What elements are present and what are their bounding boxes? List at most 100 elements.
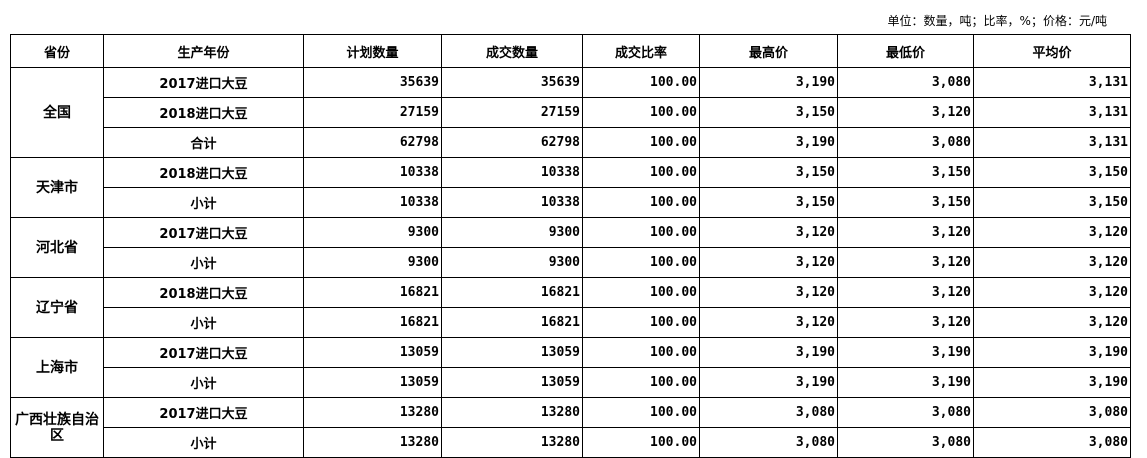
value-cell: 3,150 — [699, 97, 838, 128]
value-cell: 16821 — [441, 307, 583, 338]
column-header: 最低价 — [837, 34, 974, 68]
value-cell: 100.00 — [582, 277, 700, 308]
value-cell: 100.00 — [582, 67, 700, 98]
value-cell: 10338 — [303, 187, 442, 218]
value-cell: 3,120 — [699, 277, 838, 308]
value-cell: 3,120 — [837, 307, 974, 338]
value-cell: 3,080 — [837, 67, 974, 98]
production-year-cell: 2017进口大豆 — [103, 337, 304, 368]
value-cell: 3,150 — [837, 157, 974, 188]
value-cell: 3,080 — [699, 427, 838, 458]
value-cell: 3,120 — [837, 97, 974, 128]
production-year-cell: 小计 — [103, 427, 304, 458]
value-cell: 10338 — [441, 157, 583, 188]
value-cell: 16821 — [303, 307, 442, 338]
value-cell: 35639 — [303, 67, 442, 98]
province-cell: 辽宁省 — [10, 277, 104, 338]
table-row: 小计 16821 16821 100.00 3,120 3,120 3,120 — [11, 307, 1131, 338]
value-cell: 3,190 — [699, 337, 838, 368]
value-cell: 3,120 — [699, 217, 838, 248]
value-cell: 100.00 — [582, 307, 700, 338]
production-year-cell: 2018进口大豆 — [103, 97, 304, 128]
value-cell: 16821 — [303, 277, 442, 308]
value-cell: 9300 — [441, 247, 583, 278]
value-cell: 3,150 — [837, 187, 974, 218]
value-cell: 3,190 — [837, 337, 974, 368]
value-cell: 3,080 — [973, 397, 1131, 428]
value-cell: 3,150 — [699, 157, 838, 188]
value-cell: 3,120 — [973, 247, 1131, 278]
production-year-cell: 2018进口大豆 — [103, 277, 304, 308]
value-cell: 3,120 — [837, 217, 974, 248]
production-year-cell: 小计 — [103, 307, 304, 338]
production-year-cell: 2017进口大豆 — [103, 67, 304, 98]
table-row: 河北省 2017进口大豆 9300 9300 100.00 3,120 3,120 3,120 — [10, 217, 1131, 278]
value-cell: 100.00 — [582, 247, 700, 278]
column-header: 计划数量 — [303, 34, 442, 68]
value-cell: 3,080 — [837, 127, 974, 158]
production-year-cell: 合计 — [103, 127, 304, 158]
province-cell: 广西壮族自治区 — [10, 397, 104, 458]
value-cell: 100.00 — [582, 397, 700, 428]
value-cell: 100.00 — [582, 337, 700, 368]
production-year-cell: 小计 — [103, 187, 304, 218]
table-row: 小计 10338 10338 100.00 3,150 3,150 3,150 — [11, 187, 1131, 218]
value-cell: 100.00 — [582, 367, 700, 398]
column-header: 生产年份 — [103, 34, 304, 68]
value-cell: 13280 — [441, 397, 583, 428]
table-row: 广西壮族自治区 2017进口大豆 13280 13280 100.00 3,080 3,08… — [10, 397, 1131, 458]
value-cell: 3,131 — [973, 97, 1131, 128]
value-cell: 100.00 — [582, 97, 700, 128]
value-cell: 27159 — [441, 97, 583, 128]
value-cell: 9300 — [303, 217, 442, 248]
table-row: 天津市 2018进口大豆 10338 10338 100.00 3,150 3,150 3,1… — [10, 157, 1131, 218]
value-cell: 3,190 — [699, 127, 838, 158]
value-cell: 3,190 — [699, 67, 838, 98]
value-cell: 35639 — [441, 67, 583, 98]
value-cell: 3,080 — [699, 397, 838, 428]
value-cell: 9300 — [303, 247, 442, 278]
production-year-cell: 2017进口大豆 — [103, 397, 304, 428]
province-cell: 河北省 — [10, 217, 104, 278]
value-cell: 100.00 — [582, 157, 700, 188]
value-cell: 100.00 — [582, 187, 700, 218]
value-cell: 10338 — [441, 187, 583, 218]
value-cell: 3,150 — [699, 187, 838, 218]
table-row: 全国 2017进口大豆 35639 35639 100.00 3,190 3,080 3,13… — [10, 67, 1131, 158]
value-cell: 3,190 — [973, 367, 1131, 398]
auction-results-table: 省份 生产年份 计划数量 成交数量 成交比率 最高价 最低价 平均价 全国 2017进口大豆 35… — [10, 34, 1131, 458]
value-cell: 13059 — [441, 367, 583, 398]
value-cell: 3,080 — [837, 397, 974, 428]
value-cell: 3,190 — [973, 337, 1131, 368]
value-cell: 100.00 — [582, 127, 700, 158]
production-year-cell: 2017进口大豆 — [103, 217, 304, 248]
value-cell: 13280 — [303, 397, 442, 428]
value-cell: 3,150 — [973, 187, 1131, 218]
value-cell: 3,120 — [699, 307, 838, 338]
value-cell: 13280 — [303, 427, 442, 458]
province-cell: 天津市 — [10, 157, 104, 218]
value-cell: 3,190 — [699, 367, 838, 398]
value-cell: 3,131 — [973, 67, 1131, 98]
table-row: 上海市 2017进口大豆 13059 13059 100.00 3,190 3,190 3,1… — [10, 337, 1131, 398]
value-cell: 3,120 — [973, 307, 1131, 338]
value-cell: 16821 — [441, 277, 583, 308]
value-cell: 3,131 — [973, 127, 1131, 158]
value-cell: 10338 — [303, 157, 442, 188]
column-header: 省份 — [10, 34, 104, 68]
value-cell: 3,120 — [699, 247, 838, 278]
production-year-cell: 小计 — [103, 367, 304, 398]
province-cell: 上海市 — [10, 337, 104, 398]
value-cell: 13059 — [303, 367, 442, 398]
value-cell: 3,120 — [837, 277, 974, 308]
value-cell: 100.00 — [582, 427, 700, 458]
production-year-cell: 小计 — [103, 247, 304, 278]
province-cell: 全国 — [10, 67, 104, 158]
value-cell: 13059 — [303, 337, 442, 368]
value-cell: 3,080 — [837, 427, 974, 458]
value-cell: 27159 — [303, 97, 442, 128]
value-cell: 3,120 — [973, 217, 1131, 248]
value-cell: 3,120 — [973, 277, 1131, 308]
value-cell: 9300 — [441, 217, 583, 248]
value-cell: 3,080 — [973, 427, 1131, 458]
